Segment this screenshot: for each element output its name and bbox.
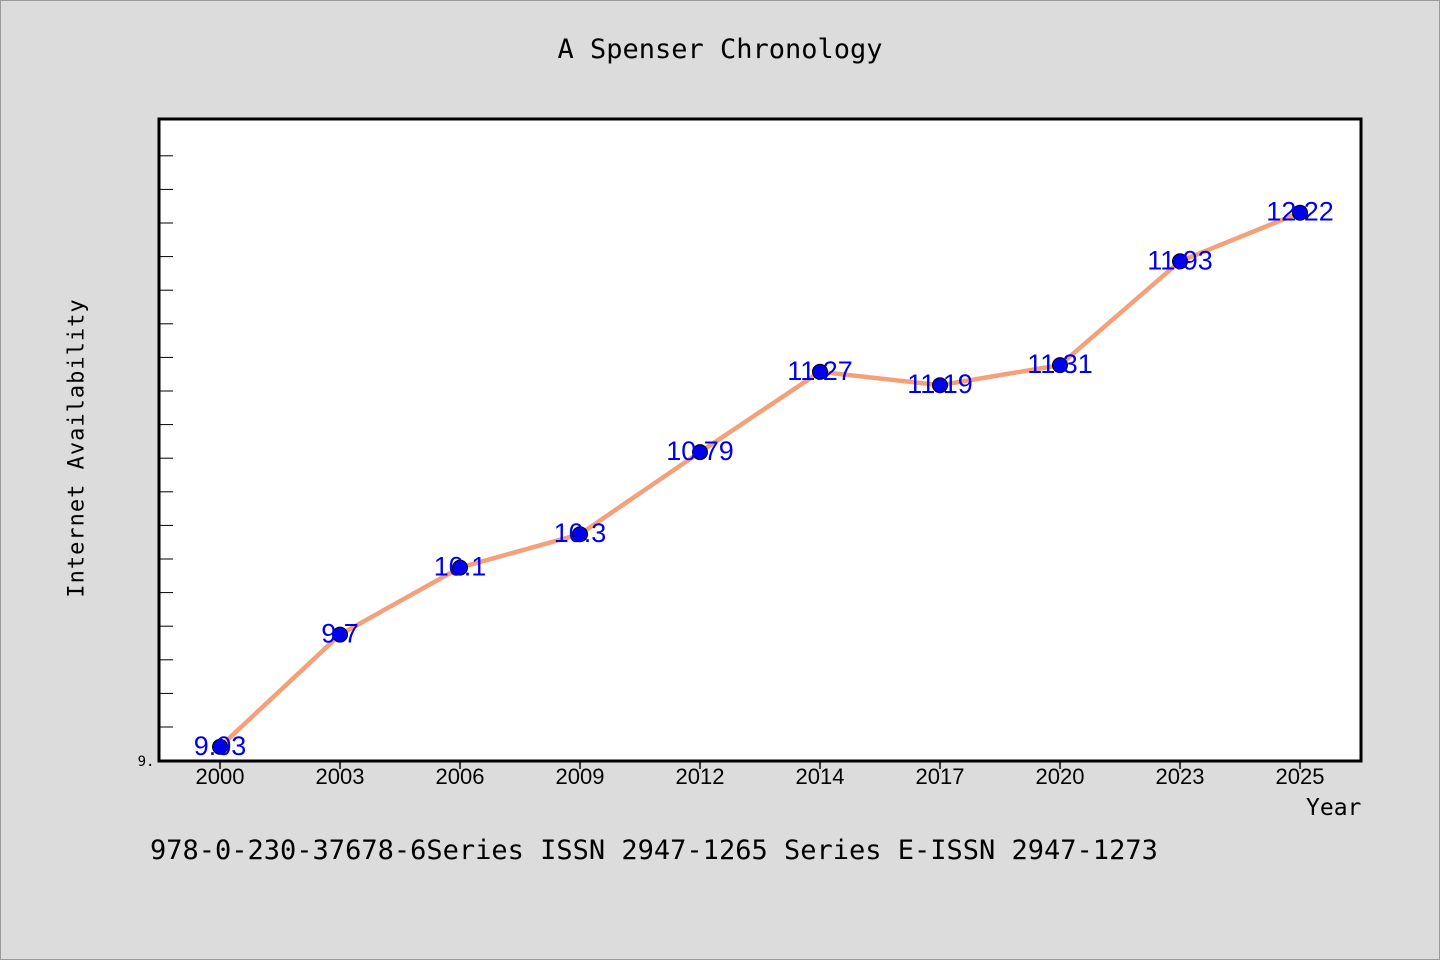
- series-line: [217, 210, 1303, 750]
- data-point: [332, 626, 348, 643]
- x-axis-label: Year: [1306, 795, 1362, 821]
- data-point: [452, 559, 468, 576]
- data-label: 12.22: [1266, 197, 1334, 227]
- y-minor-ticks: [159, 155, 173, 728]
- x-tick-label: 2017: [916, 764, 965, 789]
- data-point: [1292, 204, 1308, 221]
- data-label: 10.3: [554, 518, 607, 548]
- x-tick-label: 2020: [1036, 764, 1085, 789]
- data-point: [1052, 357, 1068, 374]
- data-point: [812, 363, 828, 380]
- data-point: [932, 377, 948, 394]
- data-point: [1172, 253, 1188, 270]
- x-ticks: 2000 2003 2006 2009 2012 2014 2017 2020 2023 2025: [196, 761, 1325, 789]
- data-point: [572, 526, 588, 543]
- plot-area: [157, 117, 1363, 763]
- data-labels: 9.03 9.7 10.1 10.3 10.79 11.27 11.19 11.31 11.93…: [194, 197, 1334, 761]
- x-tick-label: 2014: [796, 764, 845, 789]
- data-point: [692, 444, 708, 461]
- data-label: 11.27: [787, 356, 853, 386]
- y-tick-label: 9.: [138, 754, 155, 770]
- data-label: 9.7: [321, 619, 359, 649]
- chart-title: A Spenser Chronology: [557, 34, 883, 65]
- x-tick-label: 2000: [196, 764, 245, 789]
- data-label: 10.1: [434, 552, 487, 582]
- data-label: 11.93: [1147, 245, 1213, 275]
- data-point: [212, 738, 228, 755]
- x-tick-label: 2025: [1276, 764, 1325, 789]
- data-label: 10.79: [666, 436, 734, 466]
- x-tick-label: 2003: [316, 764, 365, 789]
- data-label: 11.31: [1027, 349, 1093, 379]
- x-tick-label: 2012: [676, 764, 725, 789]
- x-tick-label: 2006: [436, 764, 485, 789]
- data-label: 11.19: [907, 369, 973, 399]
- x-tick-label: 2009: [556, 764, 605, 789]
- data-label: 9.03: [194, 731, 247, 761]
- x-tick-label: 2023: [1156, 764, 1205, 789]
- footer-isbn-text: 978-0-230-37678-6Series ISSN 2947-1265 S…: [150, 835, 1158, 866]
- series-markers: [212, 204, 1308, 755]
